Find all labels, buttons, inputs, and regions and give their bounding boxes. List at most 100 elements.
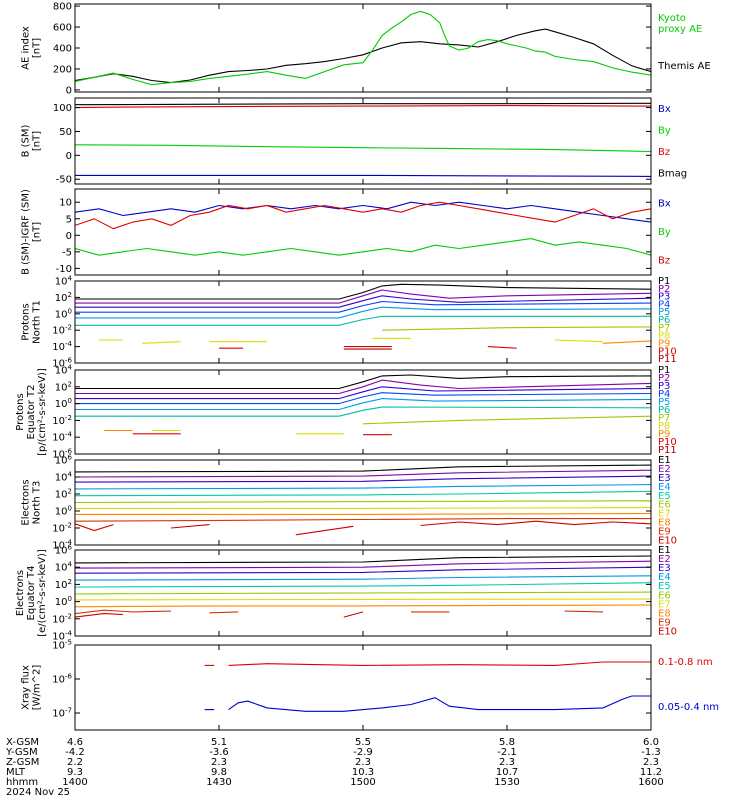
panel-frame bbox=[74, 97, 652, 185]
y-tick-label: 400 bbox=[53, 44, 72, 55]
series-line-e2 bbox=[75, 469, 651, 478]
y-axis-label: Protons bbox=[21, 303, 32, 340]
series-line-e10 bbox=[170, 524, 210, 529]
legend-entry: P8 bbox=[658, 331, 670, 342]
legend-entry: P8 bbox=[658, 421, 670, 432]
footer-value: -3.6 bbox=[209, 747, 229, 758]
series-line-bz bbox=[75, 201, 651, 230]
legend-entry: Bx bbox=[658, 198, 671, 209]
footer-value: 11.2 bbox=[640, 767, 662, 778]
y-axis-label: Equator T4 bbox=[26, 566, 37, 621]
y-tick-label: 800 bbox=[53, 2, 72, 13]
y-tick-label: 5 bbox=[66, 214, 72, 225]
y-tick-label: 0 bbox=[66, 85, 72, 96]
series-line-e7 bbox=[75, 507, 651, 509]
panel-frame bbox=[74, 644, 652, 731]
footer-value: 2.3 bbox=[643, 757, 659, 768]
y-axis-label: Equator T2 bbox=[26, 385, 37, 440]
footer-value: 2.3 bbox=[355, 757, 371, 768]
legend-entry: P9 bbox=[658, 338, 670, 349]
y-axis-label: [nT] bbox=[32, 222, 43, 242]
y-tick-label: 104 bbox=[55, 275, 73, 288]
series-line-0-05-0-4-nm bbox=[228, 695, 651, 712]
series-line-e10 bbox=[295, 525, 354, 536]
y-tick-label: 0 bbox=[66, 151, 72, 162]
legend-entry: E2 bbox=[658, 554, 671, 565]
y-axis-label: Xray flux bbox=[21, 665, 32, 710]
legend-entry: P7 bbox=[658, 413, 670, 424]
y-axis-label: [nT] bbox=[32, 131, 43, 151]
legend-entry: E1 bbox=[658, 545, 671, 556]
y-axis-label: North T3 bbox=[32, 481, 43, 525]
series-line-e6 bbox=[75, 500, 651, 504]
y-tick-label: 10-4 bbox=[52, 431, 72, 444]
legend-entry: E8 bbox=[658, 608, 671, 619]
y-axis-label: [nT] bbox=[32, 38, 43, 58]
series-line-bz bbox=[75, 105, 651, 109]
y-tick-label: 10 bbox=[59, 198, 72, 209]
series-line-e9 bbox=[209, 611, 239, 614]
series-group bbox=[75, 201, 651, 256]
legend-entry: P5 bbox=[658, 307, 670, 318]
series-line-p1 bbox=[75, 283, 651, 300]
panel-frame bbox=[74, 188, 652, 276]
legend-entry: E8 bbox=[658, 518, 671, 529]
legend-entry: E1 bbox=[658, 455, 671, 466]
series-line-e9 bbox=[75, 518, 651, 522]
y-tick-label: 100 bbox=[53, 103, 72, 114]
legend-entry: E7 bbox=[658, 509, 671, 520]
y-tick-label: 102 bbox=[55, 380, 72, 393]
legend-entry: 0.1-0.8 nm bbox=[658, 657, 713, 668]
legend-entry: P10 bbox=[658, 437, 677, 448]
y-axis-label: North T1 bbox=[32, 300, 43, 344]
series-line-p4 bbox=[75, 392, 651, 405]
legend-entry: P6 bbox=[658, 315, 670, 326]
series-line-bmag bbox=[75, 102, 651, 106]
series-group bbox=[75, 464, 651, 536]
footer-value: 9.3 bbox=[67, 767, 83, 778]
footer-value: 5.1 bbox=[211, 737, 227, 748]
legend-entry: P11 bbox=[658, 445, 677, 456]
footer-value: 2.3 bbox=[211, 757, 227, 768]
y-tick-label: 10-2 bbox=[52, 324, 72, 337]
series-line-p6 bbox=[75, 406, 651, 417]
footer-value: -1.3 bbox=[641, 747, 661, 758]
legend-entry: Themis AE bbox=[657, 61, 711, 72]
series-line-e6 bbox=[75, 591, 651, 595]
legend-entry: E9 bbox=[658, 617, 671, 628]
y-tick-label: 100 bbox=[55, 307, 72, 320]
series-line-e8 bbox=[75, 512, 651, 515]
y-tick-label: 10-7 bbox=[52, 707, 72, 720]
footer-value: 1430 bbox=[206, 777, 231, 788]
legend-entry: P4 bbox=[658, 389, 670, 400]
legend-entry: Bz bbox=[658, 256, 670, 267]
legend-entry: proxy AE bbox=[658, 24, 702, 35]
legend-entry: E6 bbox=[658, 500, 671, 511]
footer-value: 10.7 bbox=[496, 767, 518, 778]
y-axis-label: [p/(cm²-s-sr-keV)] bbox=[37, 368, 48, 456]
series-line-kyoto-proxy-ae bbox=[75, 10, 651, 86]
footer-value: 4.6 bbox=[67, 737, 83, 748]
legend-entry: P2 bbox=[658, 373, 670, 384]
series-line-themis-ae bbox=[75, 28, 651, 84]
legend-entry: Kyoto bbox=[658, 13, 686, 24]
series-line-p5 bbox=[75, 306, 651, 319]
y-axis-label: Protons bbox=[15, 393, 26, 430]
legend-entry: P3 bbox=[658, 381, 670, 392]
legend-entry: E9 bbox=[658, 527, 671, 538]
series-line-p7 bbox=[362, 415, 651, 425]
legend-entry: P9 bbox=[658, 429, 670, 440]
series-group bbox=[75, 102, 651, 177]
panel-b: -50 0 50 100 B (SM) [nT] Bx By Bz Bmag bbox=[21, 97, 687, 186]
legend-entry: E4 bbox=[658, 572, 671, 583]
legend-entry: By bbox=[658, 125, 671, 136]
series-line-p2 bbox=[75, 289, 651, 304]
y-tick-label: 102 bbox=[55, 578, 72, 591]
y-tick-label: -5 bbox=[62, 247, 72, 258]
series-line-bx bbox=[75, 201, 651, 223]
series-line-e2 bbox=[75, 560, 651, 569]
y-tick-label: 0 bbox=[66, 231, 72, 242]
series-line-e9 bbox=[75, 609, 133, 615]
y-tick-label: 100 bbox=[55, 595, 72, 608]
